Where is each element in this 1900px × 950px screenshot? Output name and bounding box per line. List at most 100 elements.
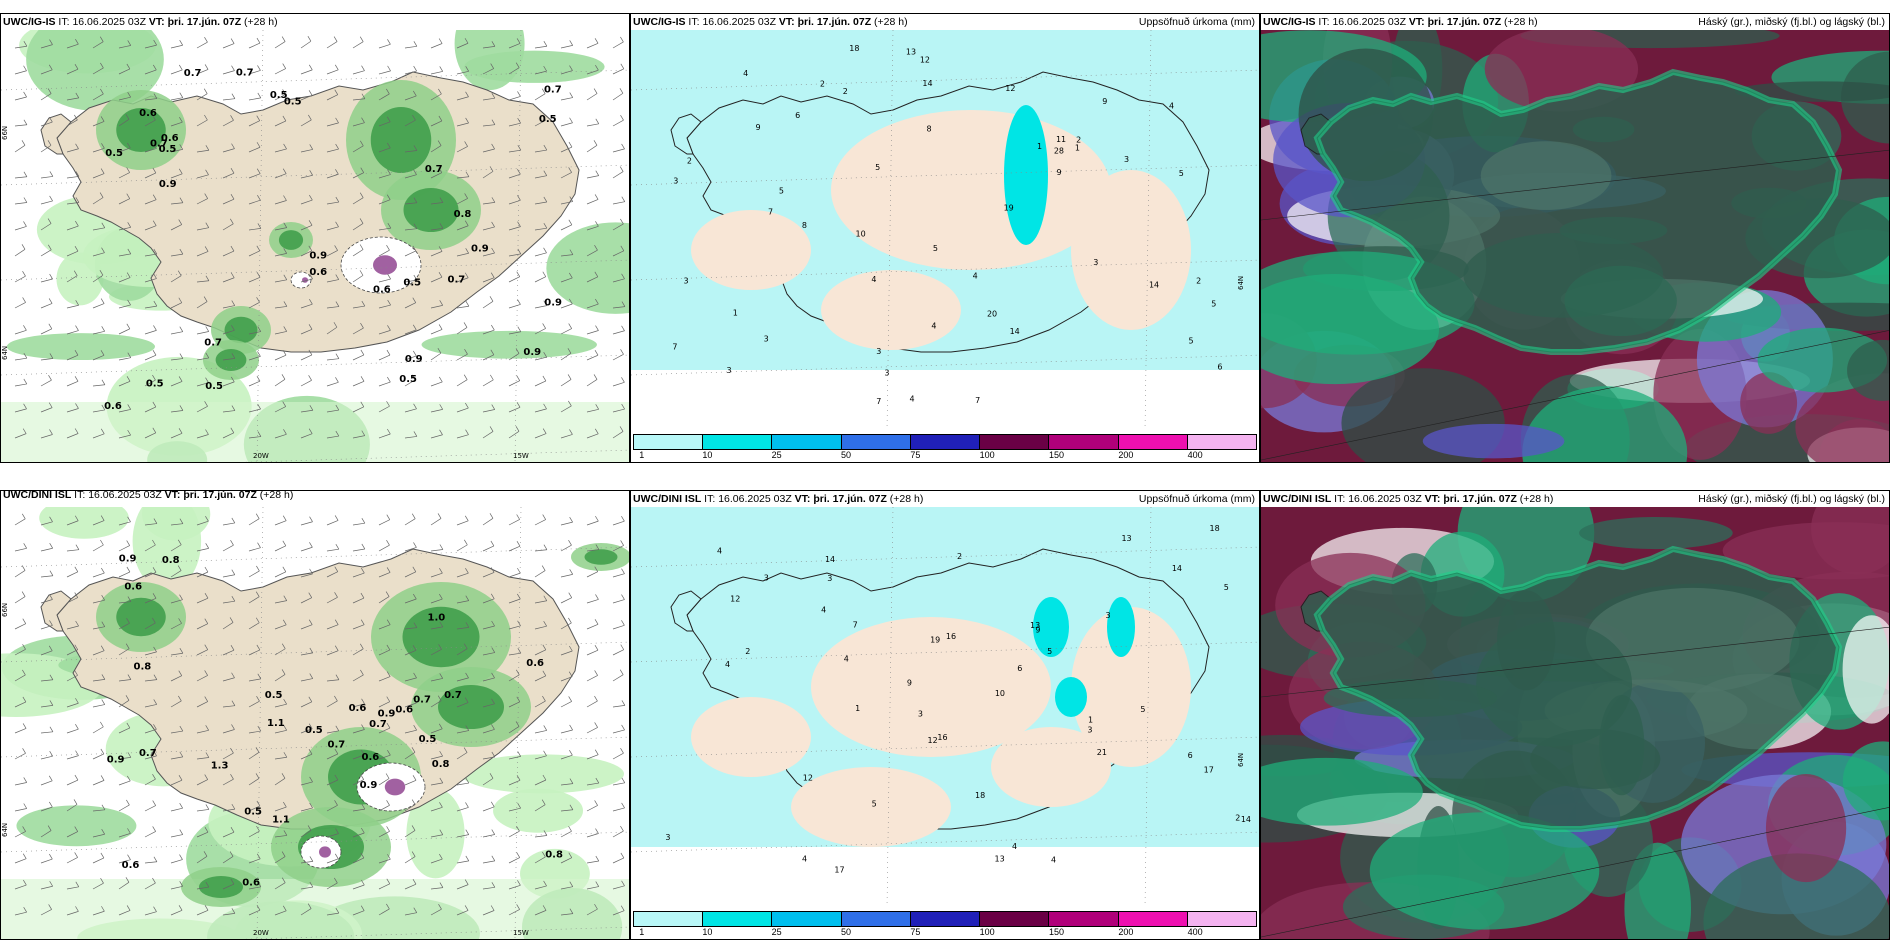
colorbar-swatch bbox=[1118, 435, 1188, 449]
wind-barb-flag bbox=[178, 695, 182, 702]
dry-patch bbox=[821, 270, 961, 350]
wind-barb bbox=[144, 253, 157, 257]
colorbar-label: 200 bbox=[1118, 450, 1134, 460]
wind-barb-flag bbox=[621, 196, 626, 202]
wind-barb bbox=[560, 97, 573, 101]
wind-barb bbox=[170, 570, 182, 578]
precip-amount-label: 13 bbox=[1030, 621, 1040, 630]
wind-barb-flag bbox=[179, 197, 184, 203]
wind-barb bbox=[40, 625, 53, 630]
wind-barb bbox=[14, 96, 27, 101]
wind-barb-flag bbox=[491, 221, 495, 228]
wind-barb-flag bbox=[203, 88, 208, 94]
latitude-line bbox=[243, 926, 629, 939]
wind-barb-flag bbox=[386, 514, 391, 520]
wind-barb-flag bbox=[439, 853, 443, 860]
cloud-layer bbox=[1422, 423, 1565, 459]
wind-barb bbox=[456, 198, 468, 205]
wind-barb bbox=[482, 46, 495, 49]
wind-barb bbox=[404, 677, 417, 682]
wind-barb bbox=[378, 354, 391, 361]
wind-barb bbox=[66, 804, 78, 812]
wind-barb-flag bbox=[491, 143, 495, 150]
wind-barb-flag bbox=[22, 644, 26, 650]
wind-barb-flag bbox=[361, 698, 365, 704]
wind-barb bbox=[274, 68, 286, 75]
precip-value-label: 0.9 bbox=[159, 179, 177, 190]
wind-barb-flag bbox=[256, 142, 261, 148]
lat-label-66n: 66N bbox=[1, 603, 9, 617]
wind-barb-flag bbox=[204, 826, 209, 833]
wind-barb bbox=[170, 834, 183, 838]
wind-barb-flag bbox=[308, 64, 313, 71]
wind-barb bbox=[118, 277, 131, 283]
precip-value-label: 0.6 bbox=[161, 133, 179, 144]
wind-barb-flag bbox=[101, 326, 105, 332]
wind-barb bbox=[274, 94, 286, 101]
wind-barb-flag bbox=[152, 800, 156, 806]
precip-value-label: 0.9 bbox=[378, 708, 396, 719]
wind-barb bbox=[66, 728, 79, 734]
precip-amount-label: 3 bbox=[726, 366, 731, 375]
wind-barb-flag bbox=[230, 773, 234, 780]
wind-barb bbox=[612, 92, 624, 101]
wind-barb-flag bbox=[101, 699, 106, 705]
wind-barb bbox=[378, 754, 391, 760]
wind-barb-flag bbox=[101, 674, 106, 680]
wind-barb bbox=[92, 910, 105, 916]
wind-barb-flag bbox=[177, 565, 182, 571]
wind-barb bbox=[248, 678, 261, 682]
wind-barb bbox=[482, 68, 494, 75]
wind-barb-flag bbox=[491, 751, 496, 758]
cloud-map bbox=[1261, 507, 1889, 939]
wind-barb bbox=[300, 278, 313, 283]
wind-barb bbox=[534, 227, 547, 231]
wind-barb bbox=[118, 859, 131, 864]
wind-barb-flag bbox=[413, 593, 417, 600]
wind-barb-flag bbox=[256, 565, 260, 572]
wind-barb bbox=[196, 571, 209, 578]
wind-barb bbox=[560, 754, 573, 760]
wind-barb bbox=[222, 808, 235, 812]
wind-barb-flag bbox=[75, 39, 79, 45]
wind-barb-flag bbox=[620, 747, 624, 754]
wind-barb bbox=[378, 199, 391, 205]
wind-barb-flag bbox=[464, 193, 468, 199]
wind-barb bbox=[560, 783, 573, 786]
wind-barb-flag bbox=[542, 115, 546, 121]
wind-barb-flag bbox=[281, 36, 286, 42]
wind-barb-flag bbox=[386, 722, 391, 729]
wind-barb-flag bbox=[465, 301, 470, 307]
wind-barb-flag bbox=[126, 63, 131, 70]
wind-barb-flag bbox=[412, 90, 417, 97]
lat-label-64n: 64N bbox=[1, 823, 9, 837]
wind-barb-flag bbox=[23, 65, 27, 71]
precip-amount-label: 17 bbox=[1204, 765, 1214, 774]
wind-barb bbox=[612, 807, 625, 812]
precip-value-label: 0.5 bbox=[146, 379, 164, 390]
wind-barb bbox=[300, 354, 313, 361]
wind-barb bbox=[534, 70, 547, 75]
wind-barb-flag bbox=[516, 540, 521, 547]
wind-barb bbox=[118, 253, 131, 257]
wind-barb-flag bbox=[335, 353, 340, 359]
cloud-layer bbox=[1765, 773, 1847, 883]
wind-barb-flag bbox=[22, 618, 27, 624]
wind-barb bbox=[586, 330, 599, 335]
wind-barb-flag bbox=[308, 375, 312, 381]
precip-amount-label: 5 bbox=[1047, 647, 1052, 656]
wind-barb-flag bbox=[22, 428, 27, 434]
precip-amount-label: 3 bbox=[1124, 155, 1129, 164]
precip-amount-label: 6 bbox=[1217, 363, 1222, 372]
wind-barb bbox=[326, 94, 338, 101]
precip-value-label: 1.1 bbox=[272, 815, 290, 826]
wind-barb bbox=[508, 884, 521, 890]
wind-barb-flag bbox=[621, 594, 625, 600]
wind-barb bbox=[534, 276, 546, 283]
wind-barb bbox=[352, 779, 364, 786]
precip-value-label: 0.7 bbox=[444, 690, 462, 701]
wind-barb bbox=[92, 599, 105, 604]
wind-barb-flag bbox=[594, 38, 599, 44]
wind-barb bbox=[326, 122, 339, 127]
wind-barb-flag bbox=[413, 403, 417, 410]
